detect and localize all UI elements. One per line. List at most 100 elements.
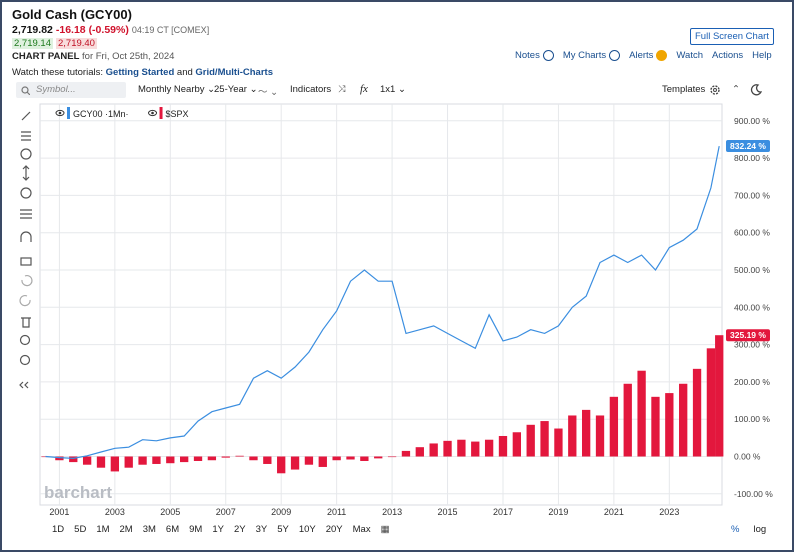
settings-icon[interactable] [709,84,721,96]
menu-icon [656,50,668,61]
plot-border [39,103,723,506]
period-button[interactable]: Max [352,524,371,535]
period-button[interactable]: 5Y [277,524,289,535]
bar [360,456,369,461]
tool-icon[interactable] [21,275,33,287]
watermark: barchart [44,483,112,502]
tutorials-joiner: and [176,67,193,78]
tool-icon[interactable] [21,317,31,328]
legend-item[interactable]: GCY00 ·1Mn· [55,107,129,119]
tool-icon[interactable] [22,165,30,181]
bar [568,415,577,457]
legend-swatch [159,107,163,119]
scale-options: % log [731,524,766,535]
search-icon [21,86,30,95]
x-tick-label: 2023 [659,507,679,517]
scale-option[interactable]: % [731,524,740,535]
menu-item[interactable]: Help [752,50,772,61]
tool-icon[interactable] [21,131,31,141]
aggregation-select[interactable]: Monthly Nearby ⌄ [138,84,216,95]
bar [387,456,397,458]
menu-icon [542,50,554,61]
menu-item[interactable]: Notes [515,50,554,61]
chart: 2001 2003 2005 2007 2009 2011 2013 2015 2017 2019… [39,103,773,517]
bar [96,456,106,468]
templates-button[interactable]: Templates [662,84,706,95]
bar [82,456,92,465]
period-button[interactable]: 1M [96,524,110,535]
x-tick-label: 2019 [548,507,568,517]
tool-icon[interactable] [19,354,31,366]
period-button[interactable]: 2Y [233,524,246,535]
period-button[interactable]: 10Y [298,524,316,535]
tool-icon[interactable] [20,187,32,199]
period-button[interactable]: 1Y [212,524,224,535]
fullscreen-button[interactable]: Full Screen Chart [690,28,774,45]
tool-icon[interactable] [21,111,31,121]
bar [374,456,383,459]
period-button[interactable]: 5D [74,524,87,535]
period-button[interactable]: 20Y [325,524,343,535]
tool-icon[interactable] [19,334,31,346]
tool-icon[interactable] [20,257,32,266]
bar [193,456,203,461]
menu-item[interactable]: My Charts [563,50,621,61]
legend-item[interactable]: $SPX [148,107,189,119]
calendar-icon[interactable]: ▦ [380,524,390,535]
indicators-button[interactable]: Indicators [290,84,332,95]
tutorial-link[interactable]: Getting Started [105,67,175,78]
scale-option[interactable]: log [753,524,767,535]
legend-label: $SPX [166,109,189,119]
period-select[interactable]: 25-Year ⌄ [214,84,258,95]
fx-button[interactable]: fx [360,83,368,95]
symbol-input[interactable]: Symbol... [16,82,126,98]
x-tick-label: 2005 [160,507,180,517]
menu-item[interactable]: Actions [712,50,743,61]
period-button[interactable]: 3Y [255,524,268,535]
compare-icon[interactable]: ⤨ [338,84,346,95]
bar [69,456,78,463]
bar [318,456,327,467]
menu-item[interactable]: Alerts [629,50,668,61]
bar [609,396,619,457]
bar [498,435,508,457]
bid-price: 2,719.14 [12,38,53,49]
last-value-badge [726,140,770,153]
menu-item[interactable]: Watch [676,50,703,61]
tutorial-link[interactable]: Grid/Multi-Charts [195,67,273,78]
bar [207,456,217,461]
tool-icon[interactable] [19,295,31,307]
bar [124,456,133,468]
aggregation: Monthly Nearby [138,84,205,95]
layout-select[interactable]: 1x1 ⌄ [380,84,406,95]
panel-date: for Fri, Oct 25th, 2024 [82,51,175,62]
last-value-label: 832.24 % [730,141,766,151]
collapse-icon[interactable]: ⌃ [732,84,740,95]
period-button[interactable]: 6M [165,524,180,535]
tool-icon[interactable] [20,148,32,160]
period-button[interactable]: 9M [189,524,203,535]
chart-style[interactable]: 〜 ⌄ [258,87,279,98]
tool-icon[interactable] [19,381,29,389]
x-tick-label: 2013 [382,507,402,517]
legend-label: GCY00 ·1Mn· [73,109,129,119]
period-button[interactable]: 1D [52,524,65,535]
drawing-tools [19,111,33,389]
tool-icon[interactable] [20,231,32,242]
bar [249,456,258,461]
layout: 1x1 [380,84,396,95]
menu-bar: Notes My Charts Alerts Watch Actions Help [515,50,772,61]
bar [263,456,272,464]
bar [471,441,480,457]
x-tick-label: 2009 [271,507,291,517]
tool-icon[interactable] [20,209,32,219]
menu-label: Watch [676,50,703,61]
period-button[interactable]: 2M [119,524,133,535]
bar [346,456,355,460]
period-buttons: 1D 5D 1M 2M 3M 6M 9M 1Y 2Y 3Y 5Y 10Y 20Y Max ▦ [52,524,390,535]
bar [540,421,549,457]
period-button[interactable]: 3M [142,524,156,535]
theme-icon[interactable] [750,84,762,96]
bar [138,456,147,465]
